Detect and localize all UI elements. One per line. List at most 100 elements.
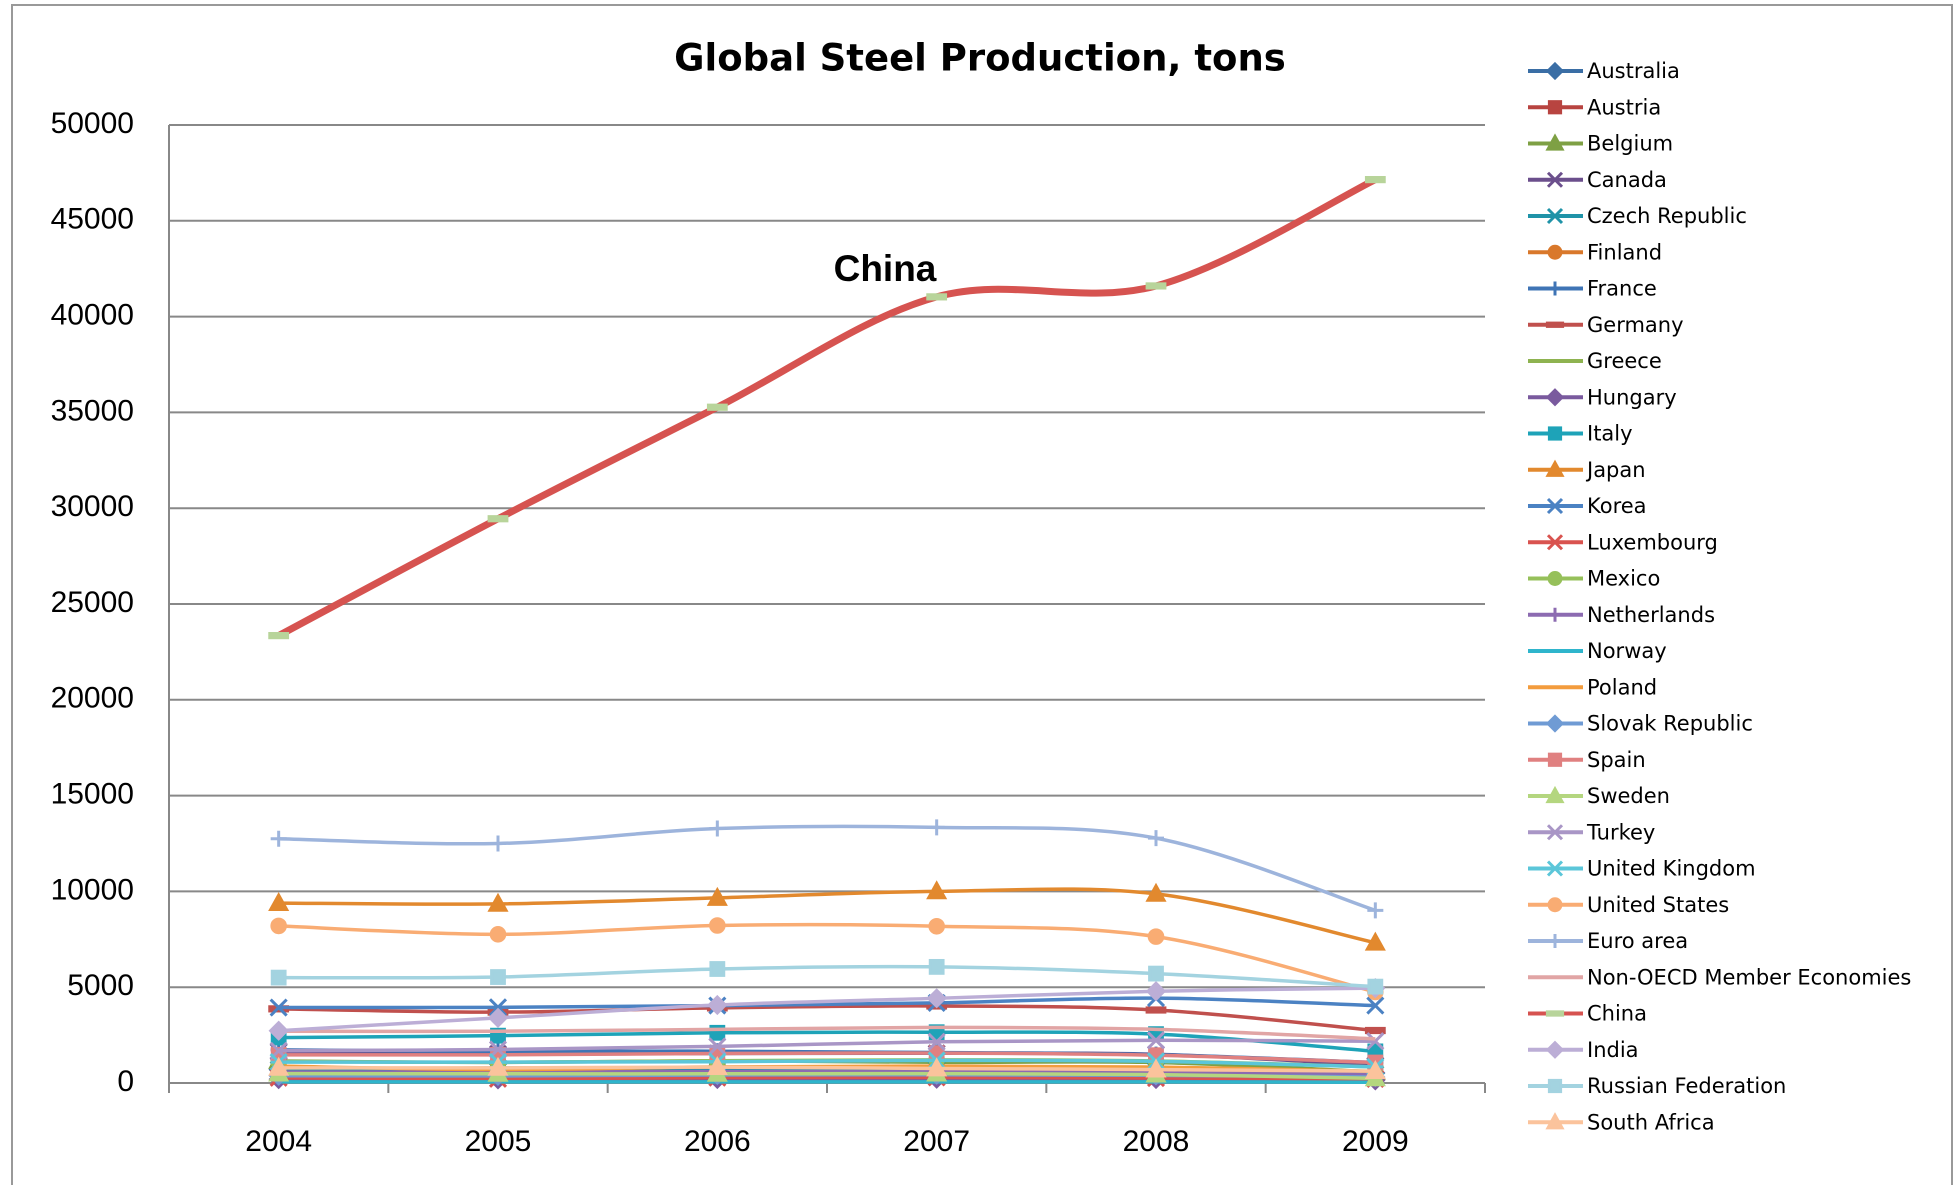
marker bbox=[706, 886, 728, 906]
x-tick-label: 2004 bbox=[245, 1125, 312, 1158]
legend-label: Korea bbox=[1587, 494, 1647, 518]
legend-label: Non-OECD Member Economies bbox=[1587, 965, 1911, 989]
marker bbox=[487, 515, 509, 523]
legend-label: China bbox=[1587, 1002, 1647, 1026]
legend-label: Greece bbox=[1587, 349, 1662, 373]
marker bbox=[1145, 1058, 1167, 1078]
chart-title: Global Steel Production, tons bbox=[674, 37, 1286, 80]
marker bbox=[268, 632, 290, 640]
legend-label: Canada bbox=[1587, 168, 1667, 192]
legend-marker bbox=[1545, 61, 1565, 81]
series-line bbox=[278, 887, 1376, 945]
marker bbox=[487, 1007, 509, 1028]
marker bbox=[1146, 1031, 1166, 1050]
marker bbox=[270, 917, 287, 935]
marker bbox=[1366, 996, 1385, 1015]
x-tick-label: 2009 bbox=[1342, 1125, 1409, 1158]
y-tick-label: 10000 bbox=[51, 873, 134, 906]
legend-marker bbox=[1547, 571, 1563, 586]
x-tick-label: 2007 bbox=[903, 1125, 970, 1158]
legend-label: South Africa bbox=[1587, 1110, 1715, 1134]
legend-label: Euro area bbox=[1587, 929, 1688, 953]
legend-label: Hungary bbox=[1587, 385, 1677, 409]
marker bbox=[490, 835, 506, 852]
series-line bbox=[278, 1030, 1376, 1054]
legend-marker bbox=[1547, 897, 1563, 913]
marker bbox=[1364, 176, 1386, 184]
series-line bbox=[278, 1069, 1376, 1077]
marker bbox=[1364, 931, 1386, 951]
marker bbox=[270, 830, 287, 847]
series-line bbox=[278, 986, 1376, 1033]
marker bbox=[707, 994, 728, 1016]
legend-label: Japan bbox=[1585, 458, 1646, 482]
series-line bbox=[278, 824, 1376, 913]
annotation: China bbox=[834, 248, 937, 289]
x-tick-label: 2005 bbox=[465, 1125, 532, 1158]
legend-marker bbox=[1545, 321, 1565, 328]
series-line bbox=[277, 176, 1377, 639]
marker bbox=[1147, 928, 1165, 945]
legend-label: France bbox=[1587, 277, 1657, 301]
marker bbox=[926, 880, 948, 900]
y-tick-label: 5000 bbox=[67, 969, 134, 1002]
y-tick-label: 15000 bbox=[51, 778, 134, 811]
y-tick-label: 20000 bbox=[51, 682, 134, 715]
legend-label: Australia bbox=[1587, 59, 1680, 83]
legend-label: United States bbox=[1587, 893, 1729, 917]
legend-label: Belgium bbox=[1587, 132, 1673, 156]
legend-label: Luxembourg bbox=[1587, 530, 1718, 554]
legend-marker bbox=[1548, 607, 1562, 622]
legend-label: Poland bbox=[1587, 675, 1657, 699]
legend-label: Czech Republic bbox=[1587, 204, 1747, 228]
legend-label: Germany bbox=[1587, 313, 1684, 337]
series-line bbox=[278, 964, 1376, 989]
x-tick-label: 2008 bbox=[1123, 1125, 1190, 1158]
legend-label: Sweden bbox=[1587, 784, 1670, 808]
legend-marker bbox=[1545, 714, 1565, 733]
legend-label: Norway bbox=[1587, 639, 1667, 663]
marker bbox=[1366, 1032, 1385, 1051]
legend-label: Turkey bbox=[1586, 820, 1655, 844]
series-line bbox=[278, 1065, 1376, 1073]
marker bbox=[709, 820, 726, 837]
legend-marker bbox=[1548, 281, 1562, 296]
series-line bbox=[278, 1038, 1376, 1053]
legend-label: Austria bbox=[1587, 95, 1661, 119]
legend-label: India bbox=[1587, 1038, 1639, 1062]
legend-marker bbox=[1546, 860, 1564, 877]
y-tick-label: 35000 bbox=[51, 394, 134, 427]
marker bbox=[1148, 830, 1164, 847]
marker bbox=[1364, 1060, 1386, 1080]
marker bbox=[927, 1032, 946, 1051]
y-tick-label: 0 bbox=[117, 1065, 134, 1098]
legend-marker bbox=[1547, 100, 1563, 115]
marker bbox=[926, 1057, 948, 1077]
series-line bbox=[278, 1075, 1376, 1081]
y-tick-label: 30000 bbox=[51, 490, 134, 523]
marker bbox=[1145, 1006, 1167, 1014]
legend-marker bbox=[1546, 171, 1564, 188]
legend-marker bbox=[1547, 752, 1563, 767]
marker bbox=[928, 958, 945, 975]
legend-label: Finland bbox=[1587, 240, 1662, 264]
y-tick-label: 40000 bbox=[51, 299, 134, 332]
legend-marker bbox=[1546, 497, 1564, 515]
legend-marker bbox=[1546, 207, 1564, 225]
marker bbox=[270, 969, 287, 986]
y-tick-label: 25000 bbox=[51, 586, 134, 619]
marker bbox=[268, 1056, 290, 1076]
marker bbox=[706, 403, 728, 411]
marker bbox=[706, 1056, 728, 1075]
series-line bbox=[278, 1004, 1376, 1033]
y-tick-label: 45000 bbox=[51, 203, 134, 236]
marker bbox=[928, 819, 945, 836]
legend-label: Slovak Republic bbox=[1587, 712, 1753, 736]
legend-marker bbox=[1547, 1078, 1563, 1094]
series-line bbox=[278, 922, 1376, 994]
marker bbox=[708, 1037, 727, 1056]
marker bbox=[487, 892, 509, 912]
legend-marker bbox=[1545, 1040, 1565, 1059]
marker bbox=[1367, 978, 1384, 995]
